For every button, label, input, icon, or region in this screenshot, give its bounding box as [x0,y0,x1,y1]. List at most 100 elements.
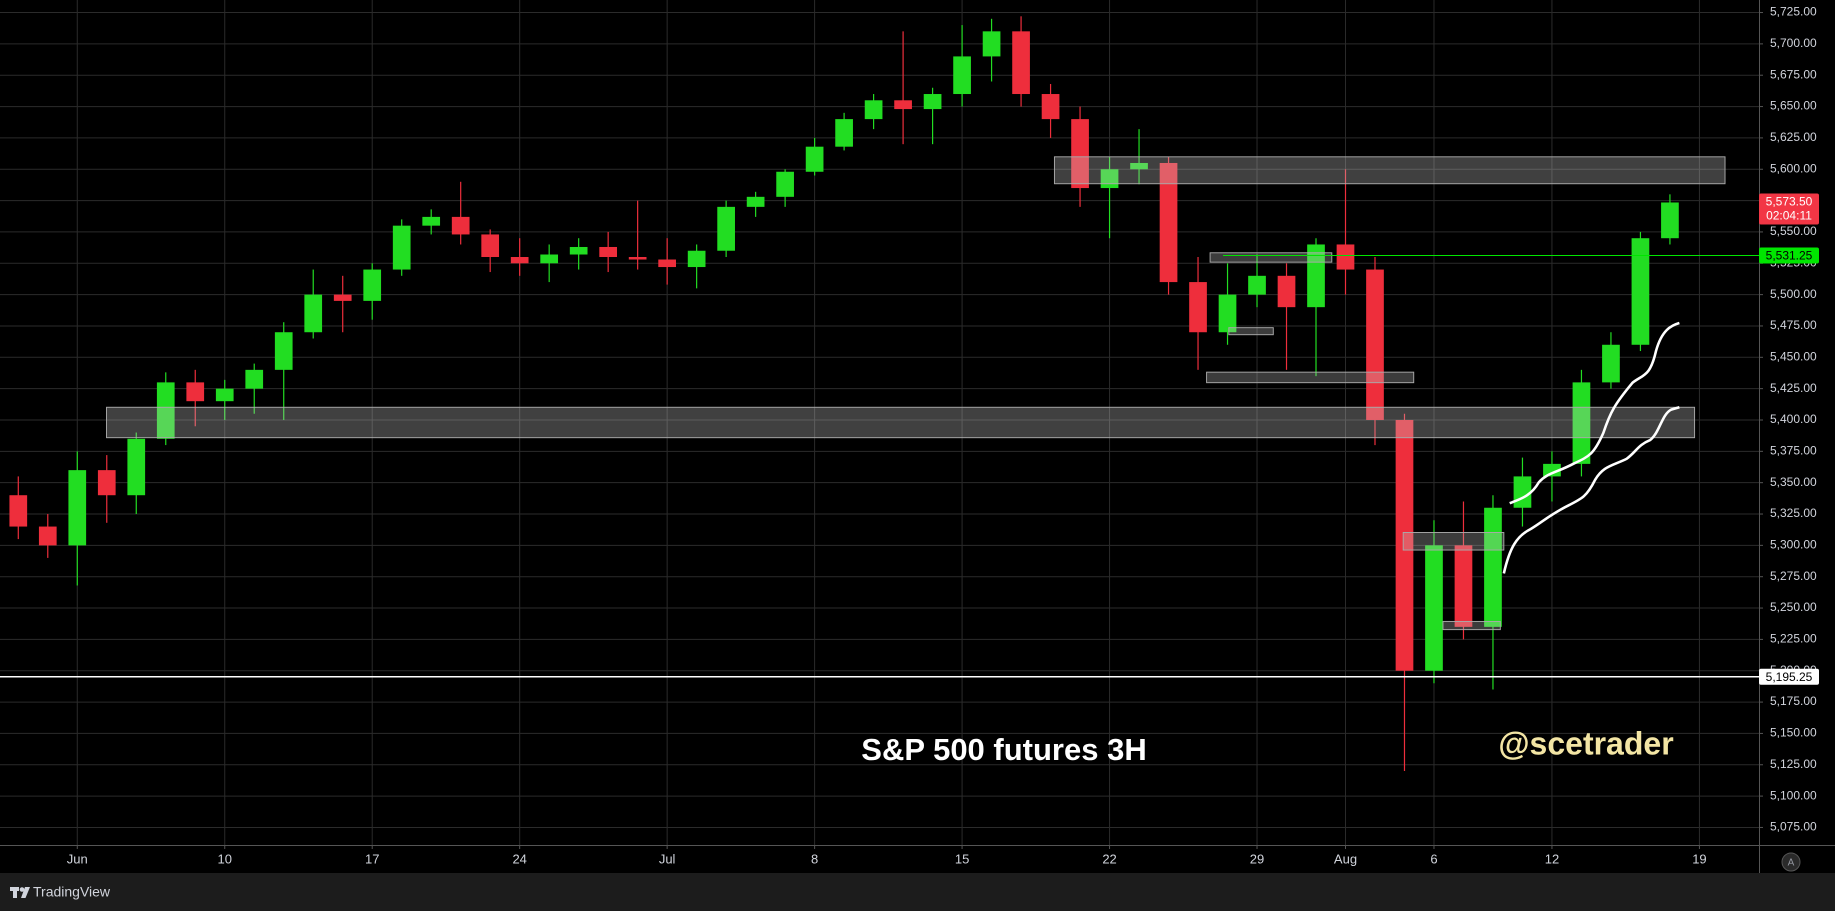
auto-scale-button[interactable] [1781,852,1801,872]
x-tick-label: 15 [955,851,969,866]
candle-body [156,382,175,439]
x-tick-label: 8 [811,851,818,866]
candle-body [422,216,441,226]
candle-body [1071,119,1089,189]
y-tick-label: 5,425.00 [1770,381,1817,395]
y-tick-label: 5,100.00 [1770,788,1817,802]
footer [0,873,1835,911]
y-tick-label: 5,725.00 [1770,5,1817,19]
candle-body [38,526,57,546]
y-tick-label: 5,650.00 [1770,99,1817,113]
overlay [0,254,1759,678]
y-tick-label: 5,600.00 [1770,161,1817,175]
auto-scale-label[interactable]: A [1788,858,1795,869]
y-tick-label: 5,325.00 [1770,506,1817,520]
candle-body [835,119,853,147]
x-tick-label: 29 [1250,851,1264,866]
y-tick-label: 5,350.00 [1770,475,1817,489]
x-tick-label: Jun [67,851,88,866]
candle-body [215,388,234,402]
candle-body [97,470,116,496]
candle-body [982,31,1001,57]
y-tick-label: 5,375.00 [1770,444,1817,458]
x-tick-label: 24 [512,851,526,866]
candle-body [864,100,883,120]
candle-body [1484,507,1502,627]
candle-body [68,470,87,546]
candle-body [540,254,559,264]
y-tick-label: 5,175.00 [1770,694,1817,708]
y-tick-label: 5,225.00 [1770,632,1817,646]
y-tick-label: 5,625.00 [1770,130,1817,144]
y-tick-label: 5,675.00 [1770,67,1817,81]
candle-body [127,438,146,496]
x-tick-label: 6 [1430,851,1437,866]
zone [1209,252,1333,263]
y-tick-label: 5,700.00 [1770,36,1817,50]
watermark: @scetrader [1498,725,1673,761]
x-tick-label: Jul [659,851,676,866]
candle-body [1218,294,1237,333]
zone [1053,156,1726,185]
x-tick-label: 22 [1102,851,1116,866]
drawings [106,156,1726,631]
candle-body [363,269,382,301]
candle-body [687,250,706,268]
price-label: 5,531.25 [1766,249,1813,263]
price-label: 5,195.25 [1766,670,1813,684]
y-tick-label: 5,450.00 [1770,349,1817,363]
candle-body [717,206,735,251]
y-tick-label: 5,400.00 [1770,412,1817,426]
candle-body [1366,269,1384,420]
zone [1402,532,1505,551]
projection-curve [1502,406,1680,574]
brand-logo [10,887,30,898]
candle-body [1661,202,1679,239]
candle-body [1130,162,1148,170]
candle-body [1307,244,1325,308]
x-tick-label: 12 [1545,851,1559,866]
candle-body [1189,282,1207,333]
candle-body [333,294,352,301]
x-tick-label: 19 [1692,851,1706,866]
candle-body [1012,31,1030,95]
candle-body [569,246,588,255]
candle-body [186,382,205,402]
last-price-label: 5,573.50 [1766,195,1813,209]
candle-body [451,216,470,235]
y-tick-label: 5,250.00 [1770,600,1817,614]
candle-body [1543,463,1561,477]
candle-body [1041,94,1060,120]
candle-body [1277,275,1296,308]
candle-body [1454,545,1473,627]
candle-body [599,246,618,258]
chart-title: S&P 500 futures 3H [861,732,1146,767]
zone [1206,371,1415,384]
candle-body [923,94,942,110]
candle-body [9,495,28,527]
y-tick-label: 5,550.00 [1770,224,1817,238]
candle-body [1395,419,1414,671]
x-tick-label: Aug [1334,851,1357,866]
candle-body [746,196,765,207]
y-tick-label: 5,150.00 [1770,726,1817,740]
candle-body [776,171,794,197]
projection-curve [1509,321,1680,505]
y-tick-label: 5,075.00 [1770,820,1817,834]
y-tick-label: 5,275.00 [1770,569,1817,583]
last-price-box [1759,193,1819,225]
y-tick-label: 5,300.00 [1770,538,1817,552]
candle-body [1602,344,1620,383]
x-tick-label: 17 [365,851,379,866]
candle-body [1572,382,1591,464]
candle-body [392,225,411,270]
grid [0,0,1759,845]
price-label-box [1759,247,1819,264]
candle-body [658,259,676,268]
brand: TradingView [33,884,111,900]
candle-body [1631,238,1650,345]
y-tick-label: 5,475.00 [1770,318,1817,332]
candle-body [953,56,971,95]
candle-body [1336,244,1355,270]
